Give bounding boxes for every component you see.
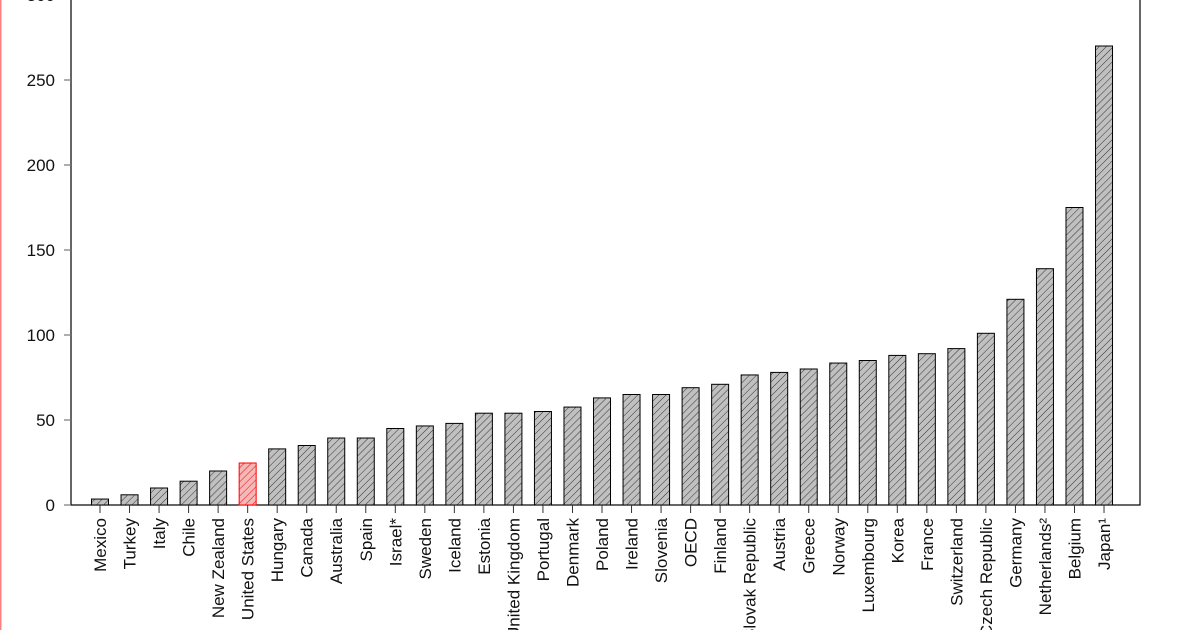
- bar-chile: [179, 480, 198, 506]
- bar-austria: [770, 371, 789, 506]
- x-tick-label: France: [918, 518, 937, 571]
- bar-belgium: [1065, 207, 1084, 506]
- x-tick-label: Slovak Republic: [741, 518, 760, 630]
- x-tick-label: OECD: [682, 518, 701, 567]
- x-tick-label: Switzerland: [947, 518, 966, 606]
- y-tick-label: 0: [46, 496, 55, 515]
- x-tick-label: Australia: [327, 517, 346, 584]
- x-tick-label: Luxembourg: [859, 518, 878, 613]
- bar-slovak-republic: [740, 374, 759, 506]
- bar-ireland: [622, 394, 641, 506]
- bar-greece: [799, 368, 818, 506]
- x-tick-label: Chile: [180, 518, 199, 557]
- bar-new-zealand: [209, 470, 228, 506]
- x-tick-label: Mexico: [91, 518, 110, 572]
- bar-united-kingdom: [504, 412, 523, 506]
- x-tick-label: Greece: [800, 518, 819, 574]
- bar-israel-: [386, 428, 405, 506]
- x-tick-label: Portugal: [534, 518, 553, 581]
- bar-france: [917, 353, 936, 506]
- x-tick-label: Germany: [1006, 518, 1025, 588]
- x-tick-label: Korea: [888, 517, 907, 563]
- bar-turkey: [120, 494, 139, 506]
- x-tick-label: Poland: [593, 518, 612, 571]
- bar-japan-: [1095, 45, 1114, 506]
- bar-luxembourg: [858, 360, 877, 506]
- x-tick-label: Norway: [829, 518, 848, 576]
- bar-hungary: [268, 448, 287, 506]
- bar-germany: [1006, 298, 1025, 506]
- bar-switzerland: [947, 348, 966, 506]
- x-tick-label: Sweden: [416, 518, 435, 579]
- x-tick-label: Denmark: [563, 518, 582, 587]
- x-tick-label: Austria: [770, 517, 789, 570]
- bar-finland: [711, 383, 730, 506]
- bar-iceland: [445, 422, 464, 506]
- bar-mexico: [91, 498, 109, 506]
- bar-sweden: [415, 425, 434, 506]
- bar-norway: [829, 362, 848, 506]
- x-tick-label: Estonia: [475, 517, 494, 574]
- x-tick-label: New Zealand: [209, 518, 228, 618]
- y-tick-label: 150: [27, 241, 55, 260]
- bar-czech-republic: [976, 332, 995, 506]
- x-tick-label: Slovenia: [652, 517, 671, 583]
- x-tick-label: Belgium: [1065, 518, 1084, 579]
- y-tick-label: 250: [27, 71, 55, 90]
- bar-oecd: [681, 387, 700, 506]
- x-tick-label: United Kingdom: [504, 518, 523, 630]
- y-tick-label: 300: [27, 0, 55, 5]
- y-tick-label: 50: [36, 411, 55, 430]
- x-tick-label: Iceland: [445, 518, 464, 573]
- bar-slovenia: [652, 394, 671, 506]
- bar-denmark: [563, 406, 582, 506]
- x-tick-label: Spain: [357, 518, 376, 561]
- bar-spain: [356, 437, 375, 506]
- x-tick-label: Czech Republic: [977, 518, 996, 630]
- bar-italy: [150, 487, 169, 506]
- x-tick-label: Italy: [150, 518, 169, 550]
- x-tick-label: Israel*: [386, 518, 405, 567]
- y-tick-label: 200: [27, 156, 55, 175]
- bar-portugal: [533, 411, 552, 506]
- bar-canada: [297, 445, 316, 506]
- x-tick-label: United States: [239, 518, 258, 620]
- bar-united-states: [238, 462, 257, 506]
- x-tick-label: Netherlands²: [1036, 518, 1055, 616]
- bar-poland: [593, 397, 612, 506]
- bar-australia: [327, 437, 346, 506]
- x-tick-label: Canada: [298, 517, 317, 577]
- x-tick-label: Hungary: [268, 518, 287, 583]
- x-tick-label: Ireland: [623, 518, 642, 570]
- x-tick-label: Turkey: [121, 518, 140, 570]
- bar-estonia: [474, 412, 493, 506]
- x-tick-label: Japan¹: [1095, 518, 1114, 570]
- x-tick-label: Finland: [711, 518, 730, 574]
- bar-netherlands-: [1035, 268, 1054, 506]
- bar-korea: [888, 354, 907, 506]
- y-tick-label: 100: [27, 326, 55, 345]
